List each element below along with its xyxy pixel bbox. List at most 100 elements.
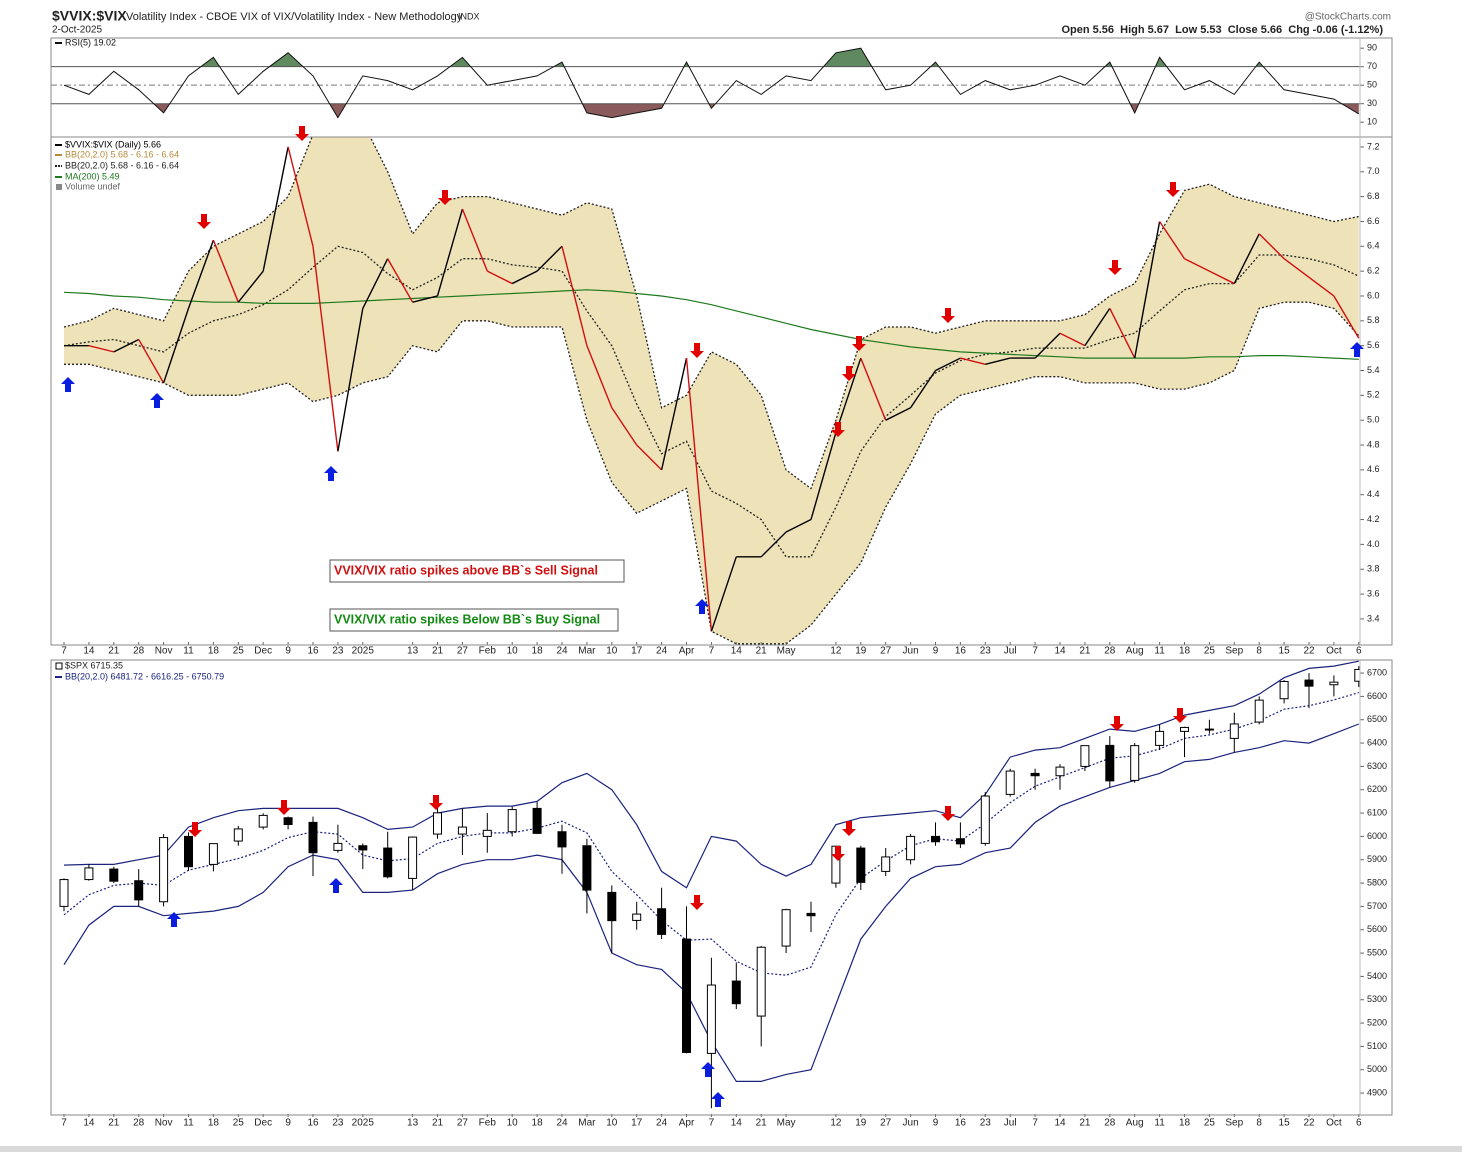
- candle-body: [1055, 766, 1065, 777]
- x-tick-label: 21: [1079, 1118, 1091, 1129]
- candle-body: [682, 938, 691, 1053]
- band-middle: [63, 692, 1359, 976]
- arrow-head: [941, 814, 955, 821]
- ratio-segment: [536, 245, 563, 272]
- y-tick-label: 4.2: [1367, 514, 1380, 524]
- x-tick-label: 6: [1356, 646, 1362, 657]
- x-tick-label: 11: [183, 1118, 194, 1129]
- x-tick-label: 7: [61, 646, 67, 657]
- rsi-line: [63, 47, 1360, 119]
- x-tick-label: Sep: [1225, 1118, 1243, 1129]
- candle-body: [433, 812, 442, 835]
- x-tick-label: 8: [1256, 646, 1262, 657]
- x-tick-label: 7: [709, 1118, 715, 1129]
- y-tick-label: 5400: [1367, 971, 1387, 981]
- quote: Open 5.56 High 5.67 Low 5.53 Close 5.66 …: [1061, 24, 1383, 36]
- ratio-segment: [412, 295, 438, 303]
- description: Volatility Index - CBOE VIX of VIX/Volat…: [126, 11, 463, 23]
- x-tick-label: 23: [980, 646, 992, 657]
- y-tick-label: 6200: [1367, 784, 1387, 794]
- arrow-stem: [65, 384, 71, 392]
- y-tick-label: 6.4: [1367, 241, 1380, 251]
- legend-label: BB(20,2.0) 5.68 - 6.16 - 6.64: [65, 149, 179, 159]
- arrow-stem: [1112, 260, 1118, 268]
- x-tick-label: Aug: [1126, 1118, 1144, 1129]
- candle-body: [1130, 745, 1140, 781]
- x-tick-label: 23: [980, 1118, 992, 1129]
- ma-line: [63, 289, 1359, 360]
- x-tick-label: 10: [606, 646, 618, 657]
- x-tick-label: 25: [233, 1118, 245, 1129]
- y-tick-label: 7.0: [1367, 166, 1380, 176]
- ratio-segment: [710, 556, 737, 632]
- x-tick-label: 16: [955, 646, 967, 657]
- ratio-segment: [187, 239, 215, 309]
- arrow-stem: [192, 822, 198, 830]
- ratio-segment: [660, 357, 688, 471]
- arrow-head: [852, 344, 866, 351]
- x-tick-label: 18: [1179, 1118, 1191, 1129]
- ratio-segment: [1109, 308, 1136, 359]
- arrow-head: [438, 198, 452, 205]
- sell-arrow: [188, 822, 202, 837]
- arrow-stem: [1177, 708, 1183, 716]
- arrow-stem: [835, 846, 841, 854]
- buy-arrow: [1350, 342, 1364, 357]
- candle-body: [59, 879, 69, 907]
- ratio-segment: [337, 308, 364, 452]
- x-tick-label: 14: [1054, 1118, 1066, 1129]
- candle-body: [358, 845, 368, 851]
- x-tick-label: Jun: [903, 1118, 919, 1129]
- arrow-stem: [1354, 349, 1360, 357]
- candle-body: [980, 795, 990, 844]
- candle-body: [1180, 726, 1189, 732]
- arrow-stem: [846, 821, 852, 829]
- candle-body: [84, 867, 94, 881]
- ratio-segment: [636, 444, 663, 471]
- x-tick-label: 27: [457, 646, 469, 657]
- ratio-segment: [1134, 221, 1161, 359]
- arrow-head: [831, 430, 845, 437]
- x-tick-label: 12: [830, 646, 842, 657]
- x-tick-label: Jun: [903, 646, 919, 657]
- candle-body: [109, 868, 119, 882]
- candle-body: [482, 829, 492, 837]
- x-tick-label: Apr: [679, 646, 695, 657]
- candle-body: [781, 909, 791, 947]
- sell-arrow: [831, 422, 845, 437]
- y-tick-label: 5.4: [1367, 365, 1380, 375]
- arrow-stem: [328, 473, 334, 481]
- ratio-segment: [910, 370, 937, 409]
- x-tick-label: 9: [933, 1118, 939, 1129]
- ratio-segment: [561, 246, 588, 346]
- x-tick-label: 11: [183, 646, 194, 657]
- candle-body: [1304, 679, 1314, 687]
- candle-body: [184, 835, 193, 868]
- ratio-segment: [1209, 270, 1235, 285]
- arrow-stem: [699, 606, 705, 614]
- candle-body: [806, 912, 816, 917]
- x-tick-label: 12: [830, 1118, 842, 1129]
- arrow-head: [197, 222, 211, 229]
- candle-body: [233, 828, 243, 842]
- arrow-stem: [171, 919, 177, 927]
- ratio-segment: [88, 344, 114, 353]
- x-tick-label: 24: [556, 646, 568, 657]
- y-tick-label: 5200: [1367, 1017, 1387, 1027]
- x-tick-label: Dec: [254, 1118, 272, 1129]
- y-tick-label: 30: [1367, 98, 1377, 108]
- x-tick-label: 19: [855, 1118, 867, 1129]
- legend-label: RSI(5) 19.02: [65, 37, 116, 47]
- ratio-segment: [810, 432, 837, 520]
- candle-body: [383, 847, 393, 878]
- ratio-segment: [113, 338, 140, 353]
- ratio-segment: [885, 407, 911, 421]
- sell-arrow: [1108, 260, 1122, 275]
- arrow-head: [61, 377, 75, 384]
- y-tick-label: 70: [1367, 61, 1377, 71]
- y-tick-label: 6600: [1367, 691, 1387, 701]
- band-upper: [63, 660, 1359, 889]
- y-tick-label: 5000: [1367, 1064, 1387, 1074]
- ratio-segment: [436, 208, 464, 297]
